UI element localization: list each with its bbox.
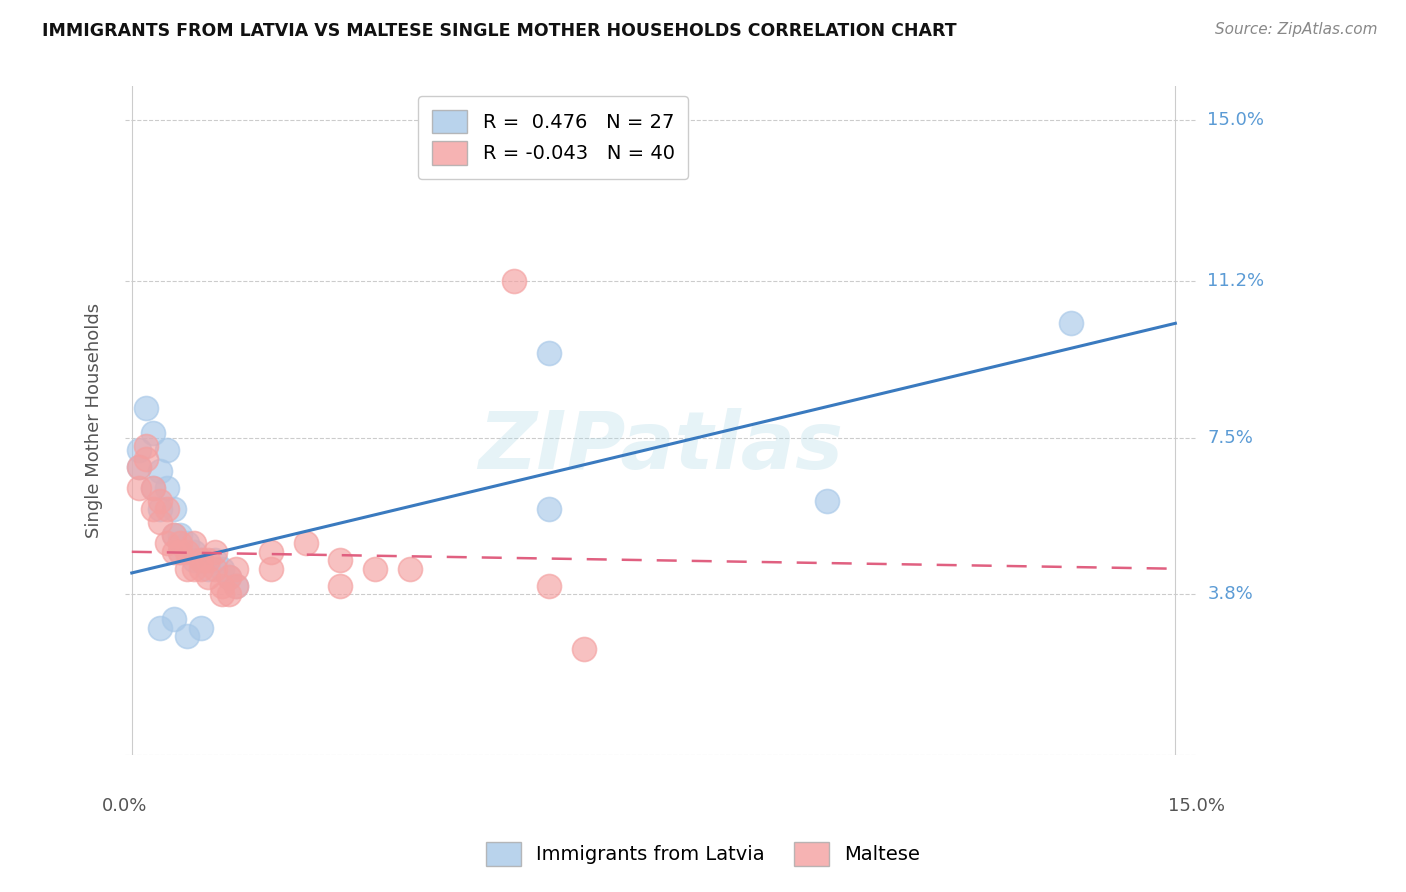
Point — [399, 562, 422, 576]
Point — [1060, 316, 1083, 330]
Text: IMMIGRANTS FROM LATVIA VS MALTESE SINGLE MOTHER HOUSEHOLDS CORRELATION CHART: IMMIGRANTS FROM LATVIA VS MALTESE SINGLE… — [42, 22, 957, 40]
Point — [211, 562, 233, 576]
Point — [218, 587, 240, 601]
Point — [197, 562, 219, 576]
Point — [364, 562, 387, 576]
Point — [190, 621, 212, 635]
Point — [329, 579, 352, 593]
Point — [128, 481, 150, 495]
Text: 15.0%: 15.0% — [1208, 112, 1264, 129]
Point — [329, 553, 352, 567]
Point — [155, 502, 177, 516]
Point — [155, 443, 177, 458]
Point — [149, 464, 172, 478]
Point — [162, 613, 184, 627]
Point — [225, 562, 247, 576]
Point — [162, 502, 184, 516]
Point — [155, 536, 177, 550]
Point — [155, 481, 177, 495]
Legend: Immigrants from Latvia, Maltese: Immigrants from Latvia, Maltese — [478, 834, 928, 873]
Text: 15.0%: 15.0% — [1168, 797, 1225, 814]
Point — [190, 553, 212, 567]
Point — [135, 439, 157, 453]
Point — [190, 562, 212, 576]
Text: 3.8%: 3.8% — [1208, 585, 1253, 603]
Point — [149, 515, 172, 529]
Point — [538, 346, 561, 360]
Point — [142, 426, 165, 441]
Point — [218, 570, 240, 584]
Point — [204, 545, 226, 559]
Point — [190, 553, 212, 567]
Point — [294, 536, 316, 550]
Point — [260, 562, 283, 576]
Text: Source: ZipAtlas.com: Source: ZipAtlas.com — [1215, 22, 1378, 37]
Point — [128, 443, 150, 458]
Point — [142, 481, 165, 495]
Point — [135, 401, 157, 415]
Point — [211, 587, 233, 601]
Point — [176, 629, 198, 643]
Point — [260, 545, 283, 559]
Point — [149, 494, 172, 508]
Point — [162, 528, 184, 542]
Point — [162, 545, 184, 559]
Point — [572, 642, 595, 657]
Point — [197, 553, 219, 567]
Point — [176, 545, 198, 559]
Point — [128, 460, 150, 475]
Point — [176, 562, 198, 576]
Y-axis label: Single Mother Households: Single Mother Households — [86, 303, 103, 538]
Point — [142, 481, 165, 495]
Point — [204, 553, 226, 567]
Point — [135, 451, 157, 466]
Legend: R =  0.476   N = 27, R = -0.043   N = 40: R = 0.476 N = 27, R = -0.043 N = 40 — [419, 96, 689, 178]
Point — [176, 536, 198, 550]
Point — [503, 274, 526, 288]
Point — [225, 579, 247, 593]
Point — [197, 570, 219, 584]
Point — [142, 502, 165, 516]
Point — [169, 545, 191, 559]
Point — [538, 502, 561, 516]
Text: 0.0%: 0.0% — [103, 797, 148, 814]
Point — [183, 553, 205, 567]
Point — [169, 545, 191, 559]
Point — [817, 494, 839, 508]
Point — [183, 536, 205, 550]
Point — [169, 528, 191, 542]
Point — [225, 579, 247, 593]
Point — [204, 562, 226, 576]
Point — [211, 579, 233, 593]
Text: 7.5%: 7.5% — [1208, 428, 1253, 447]
Point — [183, 562, 205, 576]
Point — [149, 502, 172, 516]
Point — [218, 570, 240, 584]
Point — [169, 536, 191, 550]
Point — [183, 545, 205, 559]
Point — [162, 528, 184, 542]
Text: ZIPatlas: ZIPatlas — [478, 409, 844, 486]
Point — [538, 579, 561, 593]
Point — [149, 621, 172, 635]
Text: 11.2%: 11.2% — [1208, 272, 1264, 290]
Point — [128, 460, 150, 475]
